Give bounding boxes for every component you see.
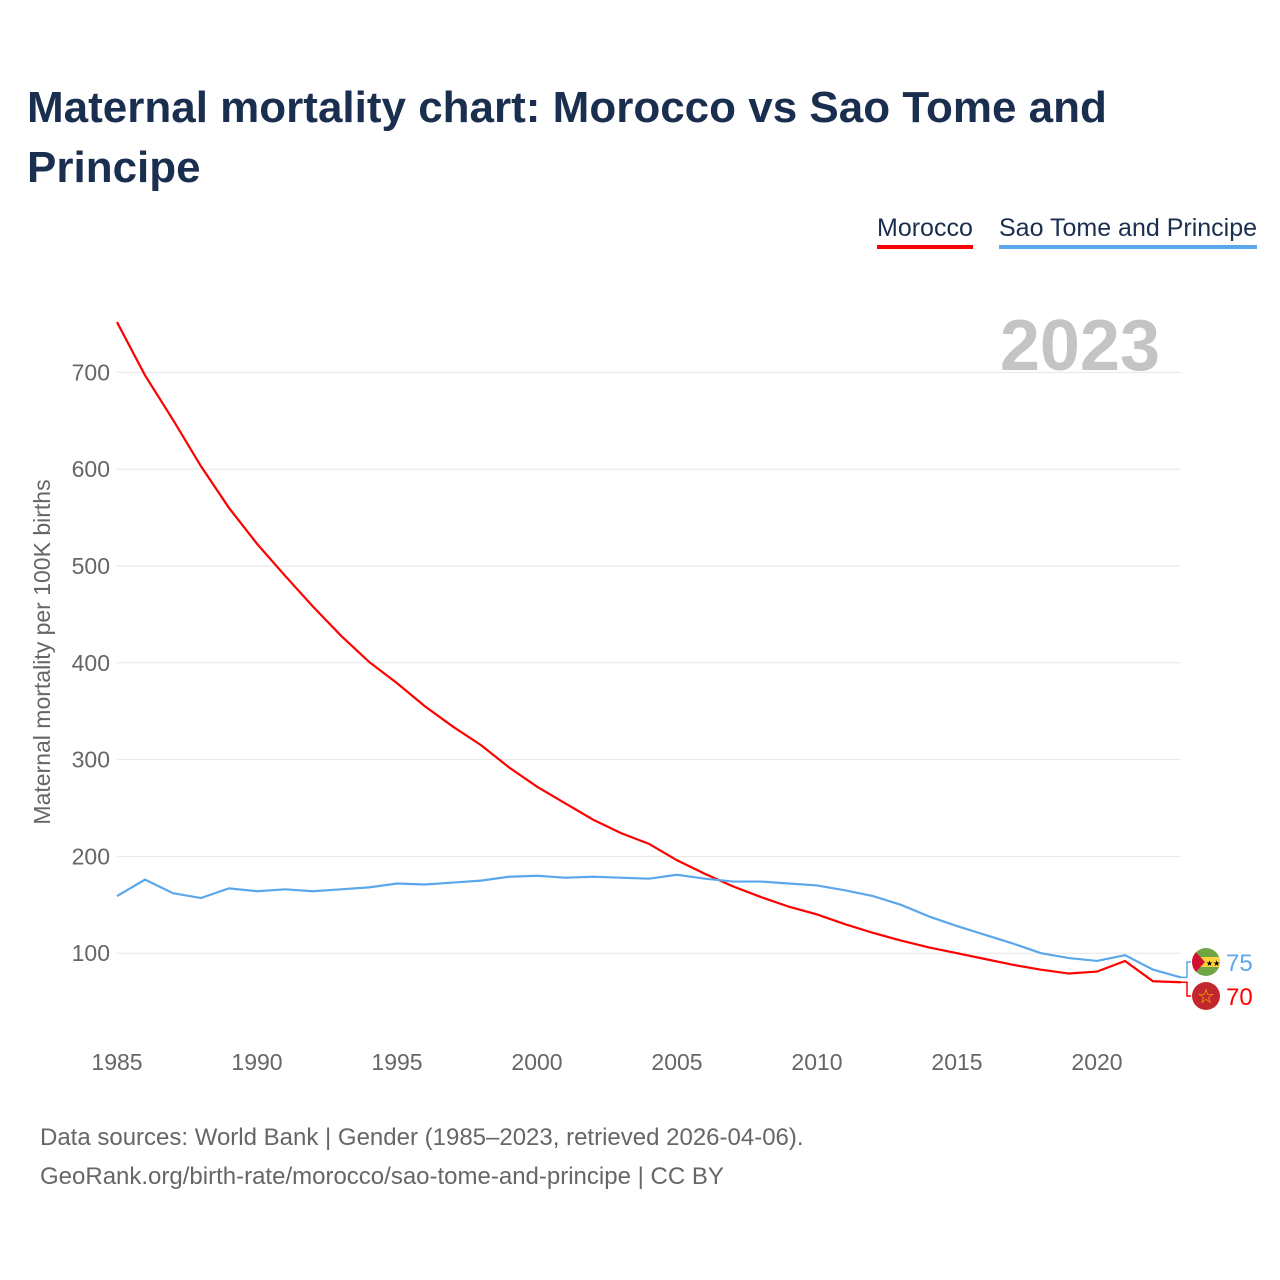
x-tick-label: 1990 (231, 1049, 282, 1075)
x-tick-label: 2020 (1071, 1049, 1122, 1075)
source-note: Data sources: World Bank | Gender (1985–… (40, 1118, 804, 1196)
series-line-morocco (116, 321, 1182, 984)
svg-text:★★: ★★ (1206, 959, 1220, 968)
end-value-label: 75 (1226, 950, 1253, 977)
year-watermark: 2023 (1000, 306, 1160, 386)
morocco-flag-icon (1192, 982, 1220, 1010)
y-tick-label: 300 (72, 747, 110, 773)
star-icon: ☆ (1197, 986, 1215, 1008)
end-connector (1181, 961, 1191, 979)
x-tick-label: 2005 (651, 1049, 702, 1075)
end-value-label: 70 (1226, 984, 1253, 1011)
x-tick-label: 2000 (511, 1049, 562, 1075)
sao-tome-flag-icon: ★★ (1192, 948, 1220, 976)
x-tick-label: 2015 (931, 1049, 982, 1075)
y-tick-label: 200 (72, 843, 110, 869)
y-tick-label: 700 (72, 359, 110, 385)
y-tick-label: 500 (72, 553, 110, 579)
legend-morocco[interactable]: Morocco (877, 214, 973, 249)
y-tick-label: 600 (72, 456, 110, 482)
y-axis-label: Maternal mortality per 100K births (29, 479, 55, 824)
chart-title: Maternal mortality chart: Morocco vs Sao… (27, 83, 1107, 192)
x-tick-label: 2010 (791, 1049, 842, 1075)
x-tick-label: 1985 (91, 1049, 142, 1075)
x-tick-label: 1995 (371, 1049, 422, 1075)
source-line-2[interactable]: GeoRank.org/birth-rate/morocco/sao-tome-… (40, 1163, 724, 1190)
y-tick-label: 100 (72, 940, 110, 966)
legend-sao-tome[interactable]: Sao Tome and Principe (999, 214, 1258, 249)
end-connector (1181, 981, 1191, 997)
source-line-1: Data sources: World Bank | Gender (1985–… (40, 1124, 804, 1151)
series-line-sao-tome (116, 873, 1182, 979)
y-tick-label: 400 (72, 650, 110, 676)
